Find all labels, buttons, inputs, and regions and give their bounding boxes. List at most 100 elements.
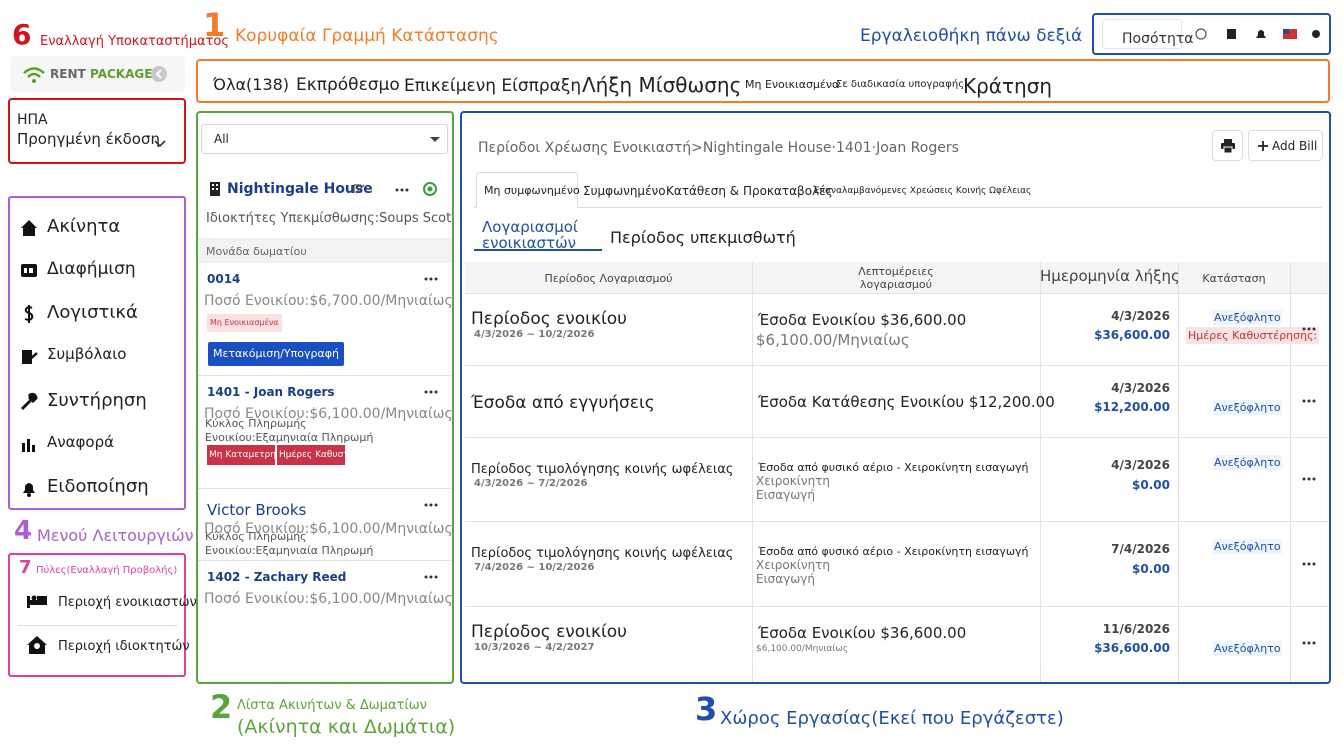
subtab-underline — [474, 249, 602, 251]
unit-cycle: Κύκλος Πληρωμής — [205, 417, 307, 430]
menu-icon — [22, 439, 35, 452]
unit-menu — [424, 575, 438, 579]
bill-note: Χειροκίνητη — [756, 474, 830, 488]
due-date: 4/3/2026 — [1111, 458, 1170, 472]
column-divider — [1178, 262, 1179, 682]
add-bill-button[interactable]: Add Bill — [1248, 130, 1323, 161]
status-filter[interactable]: Λήξη Μίσθωσης — [582, 73, 742, 97]
building-icon — [210, 182, 220, 196]
menu-item[interactable]: Ειδοποίηση — [47, 476, 149, 497]
status-filter[interactable]: Κράτηση — [963, 74, 1053, 98]
move-in-button[interactable]: Μετακόμιση/Υπογραφή — [208, 342, 344, 366]
bill-dates: 4/3/2026 ~ 10/2/2026 — [474, 329, 595, 340]
add-bill-label: Add Bill — [1272, 139, 1318, 153]
quantity-label: Ποσότητα — [1122, 31, 1194, 47]
divider — [198, 375, 452, 376]
status-filter[interactable]: Μη Ενοικιασμένα — [745, 78, 840, 91]
filter-dropdown[interactable]: All — [201, 124, 448, 154]
portal-item[interactable]: Περιοχή ενοικιαστών — [58, 595, 197, 610]
menu-item[interactable]: Ακίνητα — [47, 216, 121, 237]
menu-item[interactable]: Συμβόλαιο — [47, 345, 127, 363]
annotation-label: Χώρος Εργασίας(Εκεί που Εργάζεστε) — [720, 708, 1064, 729]
caret — [430, 137, 440, 142]
unit-title[interactable]: 1402 - Zachary Reed — [207, 570, 347, 584]
bill-status: Ανεξόφλητο — [1213, 455, 1282, 470]
subtab[interactable]: Περίοδος υπεκμισθωτή — [610, 228, 796, 247]
table-header — [465, 262, 1328, 293]
annotation-number: 1 — [203, 6, 226, 44]
status-filter[interactable]: Σε διαδικασία υπογραφής — [836, 79, 965, 90]
plus-icon — [1258, 141, 1268, 151]
unit-title[interactable]: 0014 — [207, 272, 241, 286]
bill-note: Εισαγωγή — [756, 572, 816, 586]
menu-icon — [23, 483, 35, 497]
bill-status: Ανεξόφλητο — [1213, 641, 1282, 656]
annotation-label: Κορυφαία Γραμμή Κατάστασης — [235, 26, 499, 46]
column-divider — [1040, 262, 1041, 682]
row-divider — [465, 606, 1328, 607]
menu-item[interactable]: Συντήρηση — [47, 390, 147, 411]
bill-status: Ανεξόφλητο — [1213, 539, 1282, 554]
bill-note: $6,100.00/Μηνιαίως — [756, 644, 849, 654]
branch-switcher[interactable]: ΗΠΑ Προηγμένη έκδοση — [8, 98, 186, 164]
divider — [18, 625, 178, 626]
column-header: Λεπτομέρειες λογαριασμού — [858, 265, 934, 291]
menu-item[interactable]: Αναφορά — [47, 433, 115, 451]
column-divider — [1290, 262, 1291, 682]
chevron — [154, 140, 166, 148]
logo-icon — [23, 67, 45, 83]
tab[interactable]: Κατάθεση & Προκαταβολές — [666, 184, 833, 198]
property-name[interactable]: Nightingale House — [227, 181, 373, 197]
property-actions[interactable] — [352, 181, 438, 197]
unit-title[interactable]: 1401 - Joan Rogers — [207, 385, 335, 399]
annotation-label: Λίστα Ακινήτων & Δωματίων — [237, 698, 427, 713]
workspace: Περίοδοι Χρέωσης Ενοικιαστή>Nightingale … — [460, 111, 1331, 684]
due-date: 4/3/2026 — [1111, 381, 1170, 395]
row-divider — [465, 293, 1328, 294]
bill-period: Περίοδος ενοικίου — [471, 309, 627, 329]
bill-note: Χειροκίνητη — [756, 558, 830, 572]
portal-item[interactable]: Περιοχή ιδιοκτητών — [58, 639, 190, 654]
toolbar-icons[interactable] — [1194, 27, 1324, 41]
function-menu: Ακίνητα Διαφήμιση Λογιστικά Συμβόλαιο Συντήρ… — [8, 196, 186, 510]
quantity-field[interactable] — [1102, 19, 1182, 49]
subtab[interactable]: Λογαριασμοί ενοικιαστών — [482, 219, 578, 251]
bills-table: Περίοδος Λογαριασμού Λεπτομέρειες λογαρια… — [465, 262, 1328, 682]
property-list: All Nightingale House Ιδιοκτήτες Υπεκμίσ… — [196, 111, 454, 684]
bill-note: $6,100.00/Μηνιαίως — [756, 331, 910, 349]
print-button[interactable] — [1212, 130, 1243, 161]
bill-details: Έσοδα Ενοικίου $36,600.00 — [758, 311, 967, 329]
menu-icon — [22, 350, 38, 364]
collapse-button[interactable] — [150, 65, 168, 83]
status-filter[interactable]: Επικείμενη Είσπραξη — [404, 76, 582, 96]
tab[interactable]: Επαναλαμβανόμενες Χρεώσεις Κοινής Ωφέλει… — [814, 186, 1032, 196]
divider — [198, 560, 452, 561]
menu-item[interactable]: Λογιστικά — [47, 302, 138, 323]
menu-item[interactable]: Διαφήμιση — [47, 259, 136, 279]
unit-title[interactable]: Victor Brooks — [207, 501, 307, 519]
bill-status: Ανεξόφλητο — [1213, 310, 1282, 325]
bill-note: Εισαγωγή — [756, 488, 816, 502]
bill-details: Έσοδα Ενοικίου $36,600.00 — [758, 624, 967, 642]
tab[interactable]: Συμφωνημένο — [583, 184, 666, 198]
status-filter[interactable]: Όλα(138) — [213, 75, 290, 94]
late-days: Ημέρες Καθυστέρησης: — [1186, 327, 1320, 344]
menu-icon — [21, 264, 37, 277]
annotation-number: 3 — [695, 690, 718, 728]
tab[interactable]: Μη συμφωνημένο — [484, 184, 580, 197]
unit-cycle: Ενοικίου:Εξαμηνιαία Πληρωμή — [205, 431, 374, 444]
unit-cycle: Ενοικίου:Εξαμηνιαία Πληρωμή — [205, 544, 374, 557]
logo-box: RENT PACKAGE — [10, 56, 185, 92]
logo-text: PACKAGE — [90, 67, 153, 81]
breadcrumb: Περίοδοι Χρέωσης Ενοικιαστή>Nightingale … — [478, 140, 959, 156]
bill-amount: $36,600.00 — [1094, 641, 1170, 655]
row-menu — [1302, 641, 1316, 645]
bill-period: Έσοδα από εγγυήσεις — [471, 393, 655, 413]
toolbar: Ποσότητα — [1092, 13, 1331, 55]
row-menu — [1302, 562, 1316, 565]
unit-tag: Ημέρες Καθυστέρησης: — [277, 445, 345, 465]
status-filter[interactable]: Εκπρόθεσμο — [296, 75, 400, 95]
column-header: Ημερομηνία λήξης — [1040, 267, 1180, 285]
annotation-label: Εναλλαγή Υποκαταστήματος — [40, 34, 229, 49]
